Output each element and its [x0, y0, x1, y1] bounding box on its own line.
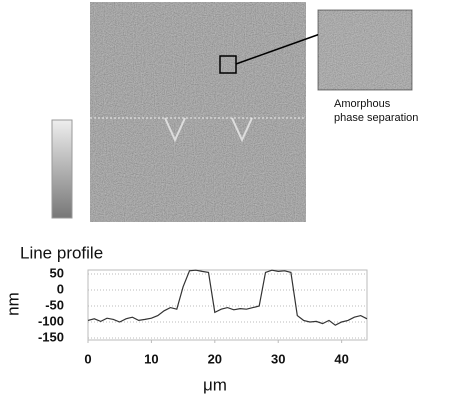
y-tick-label: -100	[38, 313, 64, 328]
x-tick-label: 40	[334, 351, 348, 366]
profile-line	[87, 269, 368, 326]
y-axis-label: nm	[3, 292, 22, 316]
x-tick-label: 30	[271, 351, 285, 366]
chart-title: Line profile	[20, 243, 103, 262]
y-tick-label: 0	[57, 281, 64, 296]
y-tick-label: -50	[45, 297, 64, 312]
y-tick-label: -150	[38, 329, 64, 344]
annotation: phase separation	[334, 112, 418, 124]
afm-tone	[90, 2, 306, 222]
inset-frame	[317, 9, 413, 91]
feature	[164, 117, 253, 143]
x-axis-label: μm	[203, 375, 227, 394]
y-tick-label: 50	[50, 265, 64, 280]
annotation: Amorphous	[334, 98, 391, 110]
plot-frame	[87, 269, 368, 341]
x-tick-label: 10	[144, 351, 158, 366]
zoom-arrow	[235, 33, 321, 65]
afm-image	[90, 2, 306, 222]
x-tick-label: 20	[208, 351, 222, 366]
zoom-box	[219, 55, 237, 74]
color-bar	[51, 119, 73, 219]
x-tick-label: 0	[84, 351, 91, 366]
